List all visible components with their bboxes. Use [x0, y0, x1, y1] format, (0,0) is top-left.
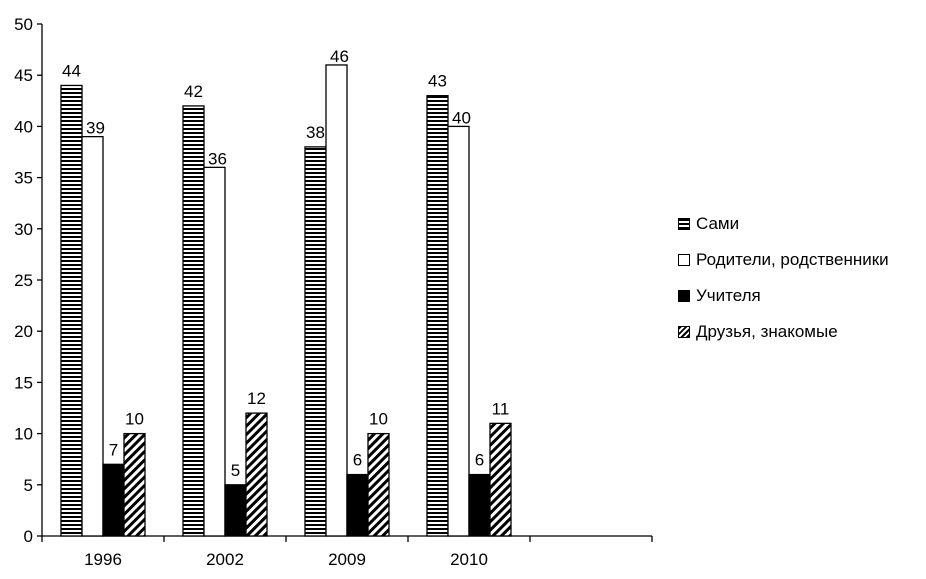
- y-tick-label: 0: [24, 527, 33, 546]
- x-tick-label: 1996: [84, 550, 122, 569]
- legend-label-friends: Друзья, знакомые: [696, 321, 838, 341]
- legend-item-sami: Сами: [678, 212, 889, 235]
- data-label: 10: [369, 410, 388, 429]
- bar-black-2009: [346, 473, 369, 537]
- bar-diag-2002: [245, 412, 268, 537]
- legend-swatch-parents: [678, 253, 690, 266]
- y-tick-label: 5: [24, 476, 33, 495]
- bar-white-1996: [81, 135, 104, 537]
- data-label: 7: [109, 440, 118, 459]
- data-label: 5: [231, 461, 240, 480]
- y-tick-label: 35: [14, 169, 33, 188]
- data-label: 6: [353, 451, 362, 470]
- x-tick-label: 2009: [328, 550, 366, 569]
- data-label: 46: [330, 47, 349, 66]
- bar-white-2009: [325, 64, 348, 537]
- bar-hstripe-1996: [60, 84, 83, 537]
- data-label: 39: [86, 119, 105, 138]
- data-label: 11: [492, 399, 510, 418]
- legend: Сами Родители, родственники Учителя Друз…: [678, 212, 889, 356]
- legend-label-parents: Родители, родственники: [696, 249, 889, 269]
- bar-diag-2010: [489, 422, 512, 537]
- y-tick-label: 10: [14, 425, 33, 444]
- bar-hstripe-2010: [426, 95, 449, 537]
- y-tick-label: 20: [14, 322, 33, 341]
- data-label: 38: [306, 123, 325, 142]
- bar-hstripe-2009: [304, 146, 327, 537]
- bar-black-2010: [468, 473, 491, 537]
- bar-hstripe-2002: [182, 105, 205, 537]
- data-label: 10: [125, 410, 144, 429]
- y-tick-label: 45: [14, 66, 33, 85]
- bar-white-2002: [203, 166, 226, 537]
- legend-label-teachers: Учителя: [696, 285, 761, 305]
- legend-swatch-sami: [678, 217, 690, 230]
- bar-black-2002: [224, 484, 247, 537]
- data-labels: 44 39 7 10 42 36 5 12 38 46 6 10 43 40 6 11: [62, 47, 509, 480]
- data-label: 40: [452, 108, 471, 127]
- y-tick-label: 15: [14, 373, 33, 392]
- legend-label-sami: Сами: [696, 213, 740, 233]
- data-label: 44: [62, 61, 81, 80]
- bar-white-2010: [447, 125, 470, 537]
- legend-swatch-teachers: [678, 289, 690, 302]
- legend-item-parents: Родители, родственники: [678, 248, 889, 271]
- axes: 0 5 10 15 20 25 30 35 40 45 50 1996 2002 2009 2010: [14, 15, 653, 569]
- data-label: 42: [184, 82, 203, 101]
- data-label: 6: [475, 451, 484, 470]
- y-tick-label: 40: [14, 117, 33, 136]
- y-tick-label: 30: [14, 220, 33, 239]
- data-label: 43: [428, 72, 447, 91]
- legend-item-teachers: Учителя: [678, 284, 889, 307]
- bar-diag-2009: [367, 432, 390, 537]
- x-tick-label: 2002: [206, 550, 244, 569]
- bar-black-1996: [102, 463, 125, 537]
- data-label: 36: [208, 149, 227, 168]
- bar-diag-1996: [123, 432, 146, 537]
- bars: [60, 64, 512, 537]
- y-tick-label: 50: [14, 15, 33, 34]
- legend-item-friends: Друзья, знакомые: [678, 320, 889, 343]
- data-label: 12: [247, 389, 266, 408]
- y-tick-label: 25: [14, 271, 33, 290]
- legend-swatch-friends: [678, 325, 690, 338]
- x-tick-label: 2010: [450, 550, 488, 569]
